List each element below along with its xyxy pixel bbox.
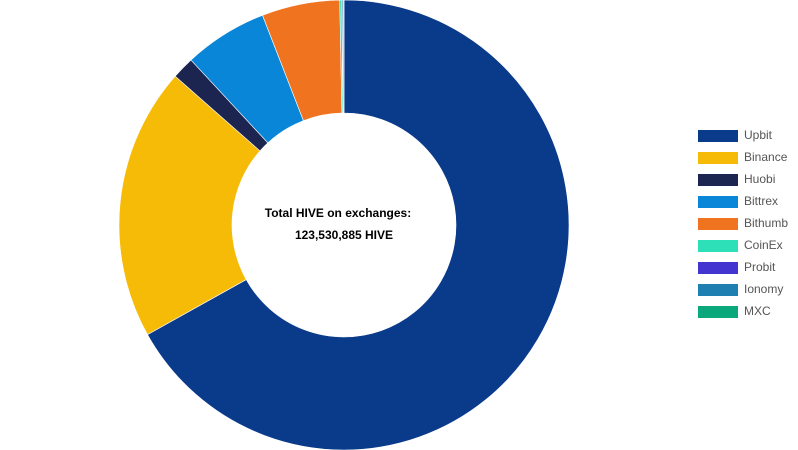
slice: [118, 75, 261, 336]
legend-label: Binance: [744, 150, 788, 164]
legend-label: Huobi: [744, 172, 775, 186]
legend-swatch: [698, 240, 738, 252]
legend-label: Bithumb: [744, 216, 788, 230]
legend-label: Ionomy: [744, 282, 783, 296]
legend-label: Bittrex: [744, 194, 778, 208]
legend-swatch: [698, 218, 738, 230]
legend-swatch: [698, 196, 738, 208]
legend-swatch: [698, 130, 738, 142]
legend-swatch: [698, 306, 738, 318]
legend-label: CoinEx: [744, 238, 783, 252]
legend-swatch: [698, 284, 738, 296]
legend-swatch: [698, 152, 738, 164]
center-title: Total HIVE on exchanges:: [265, 206, 411, 220]
slice: [147, 0, 570, 450]
legend-label: MXC: [744, 304, 771, 318]
center-value: 123,530,885 HIVE: [295, 228, 393, 242]
legend-swatch: [698, 262, 738, 274]
legend-label: Upbit: [744, 128, 773, 142]
legend-swatch: [698, 174, 738, 186]
legend-label: Probit: [744, 260, 776, 274]
